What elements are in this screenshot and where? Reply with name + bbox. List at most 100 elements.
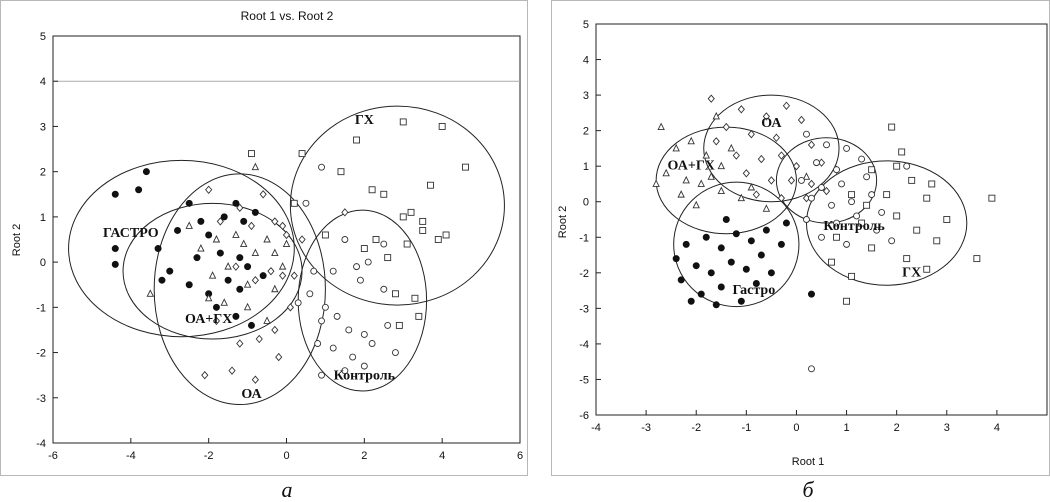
data-point bbox=[236, 203, 244, 213]
x-tick-label: 2 bbox=[361, 450, 367, 462]
data-point bbox=[197, 244, 205, 252]
data-point bbox=[146, 289, 155, 297]
data-point bbox=[239, 239, 248, 247]
y-tick-label: 5 bbox=[40, 31, 46, 43]
data-point bbox=[687, 297, 695, 305]
data-point bbox=[828, 201, 835, 209]
x-tick-label: -1 bbox=[741, 422, 751, 434]
data-point bbox=[368, 340, 376, 347]
y-tick-label: 0 bbox=[583, 197, 589, 209]
data-point bbox=[111, 260, 119, 268]
data-point bbox=[858, 219, 866, 227]
data-point bbox=[732, 151, 740, 160]
data-point bbox=[271, 248, 279, 257]
data-point bbox=[848, 191, 856, 199]
data-point bbox=[212, 234, 221, 243]
data-point bbox=[652, 179, 660, 187]
data-point bbox=[415, 312, 423, 320]
data-point bbox=[742, 169, 750, 178]
data-point bbox=[462, 163, 469, 171]
y-tick-label: -1 bbox=[579, 232, 589, 244]
data-point bbox=[802, 172, 811, 180]
data-point bbox=[868, 166, 876, 174]
data-point bbox=[848, 272, 856, 280]
plot-area bbox=[595, 23, 1048, 416]
data-point bbox=[318, 371, 325, 379]
chart-title: Root 1 vs. Root 2 bbox=[241, 9, 334, 23]
data-point bbox=[294, 299, 302, 307]
data-point bbox=[380, 240, 388, 248]
data-point bbox=[727, 258, 735, 266]
data-point bbox=[278, 262, 287, 270]
data-point bbox=[411, 294, 419, 302]
data-point bbox=[777, 240, 785, 248]
group-label: Гастро bbox=[732, 283, 775, 298]
data-layer bbox=[652, 94, 996, 373]
group-ellipse bbox=[153, 173, 326, 406]
data-point bbox=[702, 233, 710, 241]
x-tick-label: -6 bbox=[48, 450, 58, 462]
data-point bbox=[232, 312, 240, 320]
group-ellipse bbox=[289, 105, 505, 306]
x-tick-label: 2 bbox=[894, 422, 900, 434]
panel-caption: а bbox=[282, 477, 293, 502]
data-point bbox=[399, 118, 407, 126]
x-tick-label: -2 bbox=[204, 450, 214, 462]
data-point bbox=[232, 262, 240, 271]
data-point bbox=[271, 284, 279, 293]
data-point bbox=[813, 159, 820, 167]
data-point bbox=[677, 276, 685, 284]
data-point bbox=[717, 283, 725, 291]
data-point bbox=[807, 290, 815, 298]
data-point bbox=[737, 193, 746, 202]
data-point bbox=[380, 190, 388, 198]
data-point bbox=[687, 136, 695, 145]
data-point bbox=[286, 303, 294, 312]
data-point bbox=[767, 269, 775, 277]
data-point bbox=[903, 162, 911, 170]
data-point bbox=[271, 325, 279, 335]
data-point bbox=[752, 279, 760, 287]
group-ellipse bbox=[68, 159, 295, 338]
data-point bbox=[259, 272, 267, 280]
data-point bbox=[803, 130, 810, 138]
data-point bbox=[290, 271, 298, 280]
x-tick-label: 3 bbox=[944, 422, 950, 434]
data-point bbox=[807, 140, 816, 150]
data-point bbox=[185, 221, 193, 229]
data-point bbox=[154, 245, 162, 253]
data-point bbox=[251, 162, 260, 171]
x-tick-label: 0 bbox=[793, 422, 799, 434]
data-point bbox=[166, 267, 174, 275]
data-point bbox=[298, 235, 306, 244]
data-point bbox=[702, 151, 710, 159]
data-point bbox=[973, 255, 981, 263]
data-point bbox=[380, 285, 388, 293]
data-point bbox=[407, 208, 415, 216]
y-tick-label: 4 bbox=[583, 55, 589, 67]
data-point bbox=[672, 255, 680, 263]
data-point bbox=[201, 370, 209, 380]
data-point bbox=[244, 263, 252, 271]
data-point bbox=[333, 312, 341, 320]
data-point bbox=[216, 217, 224, 226]
data-point bbox=[197, 217, 205, 225]
y-tick-label: 3 bbox=[40, 121, 46, 133]
x-tick-label: 0 bbox=[283, 450, 289, 462]
data-point bbox=[111, 190, 119, 198]
data-point bbox=[267, 266, 275, 276]
data-point bbox=[933, 237, 941, 245]
data-point bbox=[777, 151, 786, 160]
y-tick-label: 2 bbox=[583, 126, 589, 138]
data-point bbox=[843, 297, 851, 305]
data-point bbox=[419, 217, 427, 225]
data-point bbox=[212, 316, 221, 326]
data-point bbox=[236, 339, 244, 348]
data-point bbox=[248, 150, 255, 158]
data-point bbox=[384, 254, 392, 262]
group-label: ОА+ГХ bbox=[185, 312, 232, 327]
data-point bbox=[903, 255, 911, 263]
data-point bbox=[360, 362, 368, 370]
